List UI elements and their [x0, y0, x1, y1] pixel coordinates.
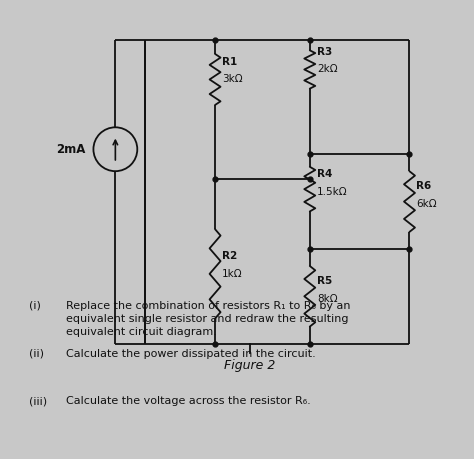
Text: R1: R1 [222, 56, 237, 67]
Text: R6: R6 [417, 181, 432, 191]
Text: 6kΩ: 6kΩ [417, 199, 437, 209]
Text: Calculate the voltage across the resistor R₆.: Calculate the voltage across the resisto… [65, 397, 310, 407]
Text: R5: R5 [317, 276, 332, 286]
Text: 2mA: 2mA [56, 143, 85, 156]
Text: (i): (i) [28, 301, 40, 311]
Text: R4: R4 [317, 169, 332, 179]
Text: Replace the combination of resistors R₁ to R₆ by an
equivalent single resistor a: Replace the combination of resistors R₁ … [65, 301, 350, 337]
Text: 1.5kΩ: 1.5kΩ [317, 187, 347, 197]
Text: 1kΩ: 1kΩ [222, 269, 243, 279]
Text: Calculate the power dissipated in the circuit.: Calculate the power dissipated in the ci… [65, 349, 315, 358]
Text: 3kΩ: 3kΩ [222, 74, 243, 84]
Text: Figure 2: Figure 2 [224, 358, 276, 372]
Text: (ii): (ii) [28, 349, 44, 358]
Text: (iii): (iii) [28, 397, 47, 407]
Text: 8kΩ: 8kΩ [317, 294, 337, 304]
Text: R3: R3 [317, 46, 332, 56]
Text: R2: R2 [222, 251, 237, 261]
Text: 2kΩ: 2kΩ [317, 64, 337, 74]
